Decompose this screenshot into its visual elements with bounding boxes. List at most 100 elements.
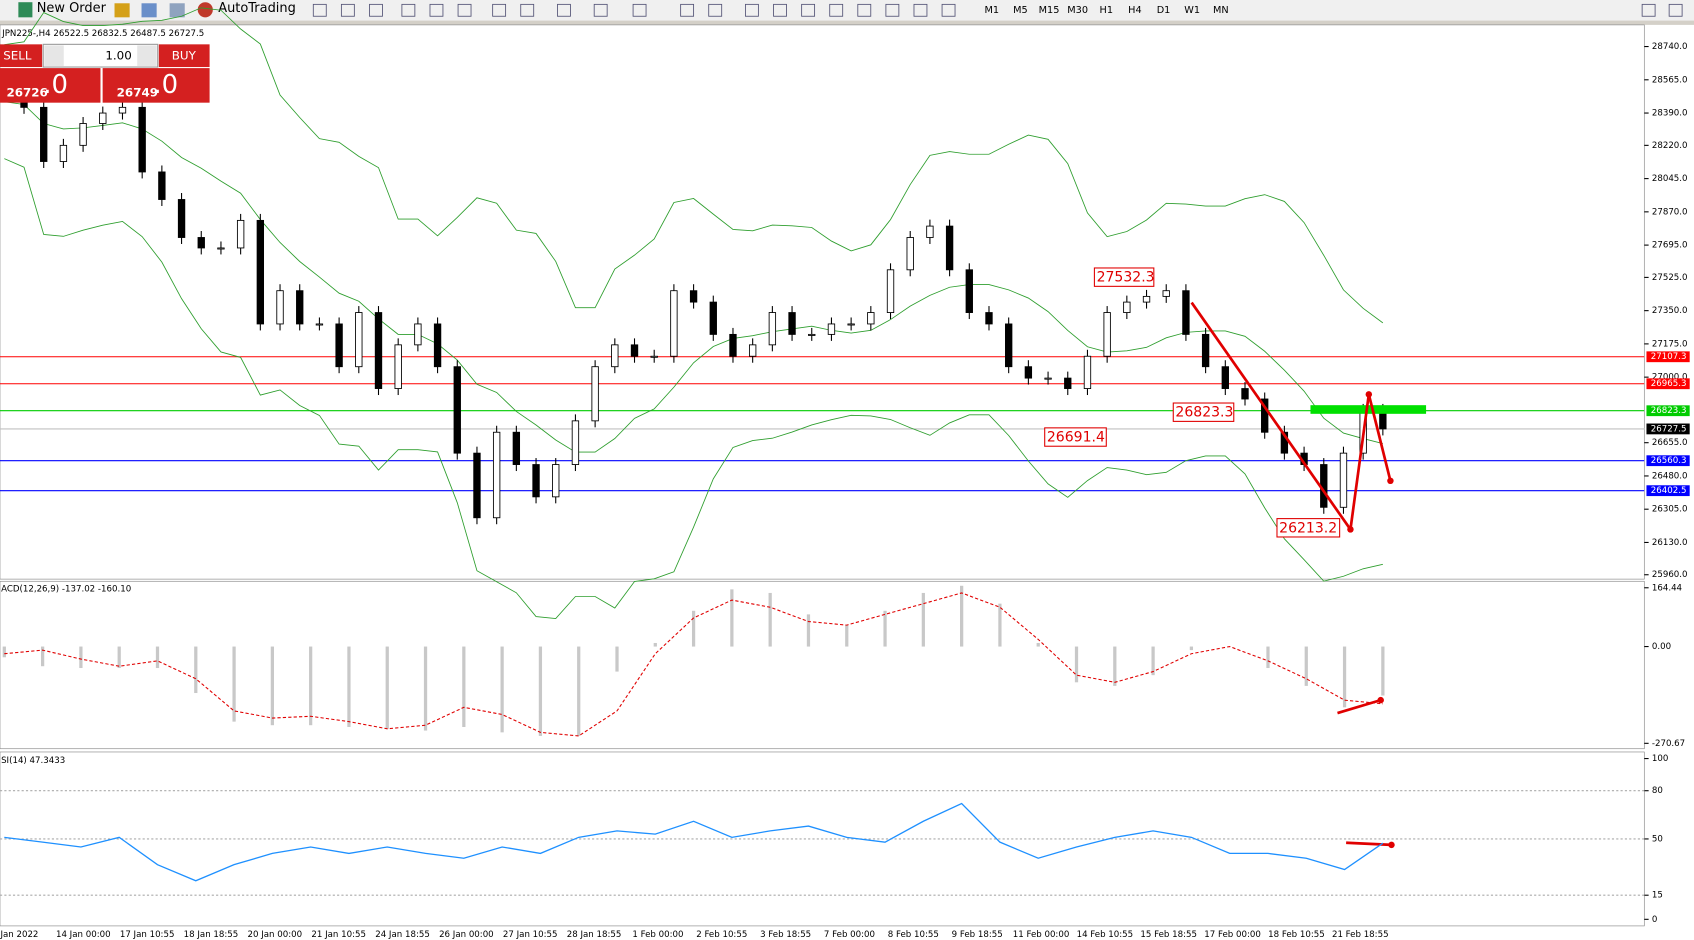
candle: [453, 366, 461, 454]
sell-label[interactable]: SELL: [3, 49, 32, 63]
rsi-line: [4, 802, 1384, 882]
candle: [1261, 398, 1269, 433]
annotation-box: [1172, 402, 1235, 422]
toolbar-icon[interactable]: [369, 3, 383, 17]
bid-box[interactable]: [0, 68, 101, 103]
price-level-label: 26727.5: [1651, 424, 1687, 434]
toolbar-icon[interactable]: [745, 3, 759, 17]
toolbar-icon[interactable]: [557, 3, 571, 17]
macd-bar: [1381, 646, 1385, 696]
toolbar-icon[interactable]: [340, 3, 355, 17]
timeframe-button[interactable]: H4: [1128, 5, 1142, 16]
toolbar-icon[interactable]: [593, 3, 608, 17]
annotation: 26823.3: [1175, 405, 1233, 421]
candle: [296, 290, 304, 325]
macd-bar: [730, 589, 734, 647]
toolbar-icon[interactable]: [857, 3, 872, 17]
candle: [768, 312, 777, 346]
toolbar-icon[interactable]: [457, 3, 472, 17]
toolbar-border: [0, 20, 1694, 25]
toolbar-icon[interactable]: [492, 3, 507, 17]
ask-pips[interactable]: .0: [153, 70, 178, 100]
candle: [1241, 388, 1249, 400]
ask-price[interactable]: 26749: [117, 85, 158, 99]
toolbar-icon[interactable]: [632, 3, 647, 17]
macd-bar: [155, 646, 160, 669]
candle: [1182, 290, 1190, 335]
toolbar-icon[interactable]: [913, 3, 928, 17]
toolbar-icon[interactable]: [680, 3, 695, 17]
candle: [315, 323, 324, 326]
toolbar-icon[interactable]: [169, 3, 185, 18]
candle: [1221, 366, 1229, 389]
buy-button[interactable]: [158, 44, 210, 68]
lot-value[interactable]: 1.00: [105, 49, 131, 63]
autotrading-button[interactable]: AutoTrading: [218, 1, 296, 16]
new-order-icon[interactable]: [18, 2, 33, 18]
toolbar-icon[interactable]: [520, 3, 535, 17]
macd-panel: [0, 580, 1645, 750]
timeframe-button[interactable]: M1: [984, 5, 999, 16]
macd-bar: [1113, 646, 1117, 686]
lot-input[interactable]: [42, 43, 159, 68]
annotation: 27532.3: [1097, 270, 1155, 286]
bid-pips[interactable]: .0: [43, 70, 68, 100]
price-level-label: 26402.5: [1651, 486, 1687, 496]
lot-up[interactable]: [137, 45, 157, 66]
toolbar-icon[interactable]: [941, 3, 956, 17]
macd-bar: [232, 646, 236, 722]
macd-bar: [691, 610, 696, 647]
toolbar-icon[interactable]: [114, 3, 130, 18]
toolbar-icon[interactable]: [401, 3, 416, 17]
macd-bar: [653, 642, 657, 647]
bollinger-band: [4, 101, 1383, 453]
candle: [788, 312, 796, 335]
toolbar-icon[interactable]: [829, 3, 844, 17]
y-tick-label: 100: [1652, 754, 1668, 764]
price-level-tag: [1646, 485, 1690, 497]
annotation: 26691.4: [1047, 430, 1105, 446]
x-tick-label: 7 Feb 00:00: [824, 930, 875, 940]
macd-bar: [960, 585, 964, 647]
lot-down[interactable]: [44, 45, 64, 66]
buy-label[interactable]: BUY: [172, 49, 197, 63]
toolbar-icon[interactable]: [429, 3, 444, 17]
toolbar-icon[interactable]: [141, 3, 157, 18]
toolbar-icon[interactable]: [801, 3, 816, 17]
new-order-button[interactable]: New Order: [37, 1, 107, 16]
macd-bar: [1151, 646, 1155, 676]
timeframe-button[interactable]: D1: [1157, 5, 1171, 16]
annotation-box: [1044, 427, 1107, 447]
y-tick-label: 15: [1652, 891, 1663, 901]
candle: [965, 269, 973, 313]
macd-bar: [806, 614, 811, 647]
toolbar-icon[interactable]: [708, 3, 723, 17]
toolbar-icon[interactable]: [773, 3, 787, 17]
toolbar-icon[interactable]: [312, 3, 327, 17]
ask-box[interactable]: [102, 68, 210, 103]
plot: 28740.0 28565.0 28390.0 28220.0 28045.0 27870…: [0, 7, 1690, 940]
timeframe-button[interactable]: M15: [1039, 5, 1060, 16]
timeframe-button[interactable]: M5: [1013, 5, 1028, 16]
price-level-label: 26560.3: [1651, 456, 1687, 466]
y-tick-label: 27695.0: [1652, 241, 1688, 251]
annotation: 26213.2: [1279, 520, 1337, 536]
sell-button[interactable]: [0, 44, 43, 68]
macd-bar: [385, 646, 389, 729]
autotrading-icon[interactable]: [197, 2, 213, 18]
toolbar-icon[interactable]: [1641, 3, 1656, 17]
macd-bar: [998, 603, 1002, 647]
toolbar-icon[interactable]: [885, 3, 900, 17]
candle: [867, 312, 875, 325]
timeframe-button[interactable]: W1: [1184, 5, 1200, 16]
x-tick-label: 20 Jan 00:00: [248, 930, 303, 940]
candle: [926, 225, 934, 238]
candle: [945, 225, 954, 271]
toolbar-icon[interactable]: [1668, 3, 1683, 17]
timeframe-button[interactable]: M30: [1067, 5, 1088, 16]
timeframe-button[interactable]: MN: [1213, 5, 1229, 16]
y-tick-label: 164.44: [1652, 583, 1682, 593]
candle: [709, 301, 717, 335]
bid-price[interactable]: 26726: [6, 85, 47, 99]
timeframe-button[interactable]: H1: [1100, 5, 1113, 16]
